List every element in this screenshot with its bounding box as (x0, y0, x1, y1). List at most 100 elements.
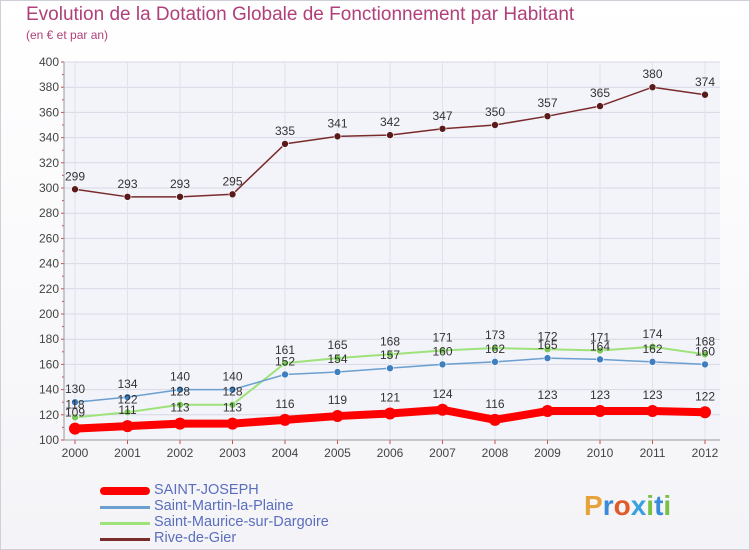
data-label-saint-martin-la-plaine: 157 (380, 348, 400, 362)
data-point-saint-maurice-sur-dargoire (123, 408, 132, 417)
data-point-rive-de-gier (491, 121, 499, 129)
logo-letter: r (602, 490, 614, 521)
data-label-saint-maurice-sur-dargoire: 174 (642, 327, 662, 341)
y-tick-label: 120 (39, 408, 59, 422)
y-tick-label: 400 (39, 55, 59, 69)
data-label-saint-maurice-sur-dargoire: 173 (485, 328, 505, 342)
data-label-rive-de-gier: 380 (642, 67, 662, 81)
legend-label-rive-de-gier: Rive-de-Gier (154, 530, 237, 546)
y-tick-label: 240 (39, 257, 59, 271)
x-tick-label: 2003 (219, 446, 246, 460)
data-point-saint-martin-la-plaine (123, 393, 132, 401)
data-point-rive-de-gier (71, 185, 79, 194)
data-label-rive-de-gier: 350 (485, 105, 505, 119)
data-label-saint-maurice-sur-dargoire: 118 (65, 397, 84, 411)
data-point-saint-maurice-sur-dargoire (701, 350, 709, 359)
logo-letter: i (646, 490, 655, 521)
data-point-saint-joseph (384, 407, 396, 420)
data-label-saint-joseph: 124 (432, 387, 452, 401)
chart-title: Evolution de la Dotation Globale de Fonc… (26, 4, 575, 25)
data-label-saint-martin-la-plaine: 140 (222, 370, 242, 384)
data-point-saint-joseph (226, 417, 239, 430)
data-label-saint-maurice-sur-dargoire: 161 (275, 343, 295, 357)
logo-letter: P (584, 490, 603, 521)
data-label-rive-de-gier: 342 (380, 115, 400, 129)
x-tick-label: 2012 (692, 446, 719, 460)
legend-swatch-saint-joseph (100, 487, 150, 495)
data-point-saint-maurice-sur-dargoire (543, 345, 552, 354)
data-point-saint-maurice-sur-dargoire (491, 344, 499, 352)
data-label-saint-joseph: 116 (275, 397, 294, 411)
data-label-saint-martin-la-plaine: 154 (327, 352, 347, 366)
data-point-rive-de-gier (648, 83, 657, 91)
legend-swatch-saint-maurice-sur-dargoire (100, 522, 150, 525)
chart-subtitle: (en € et par an) (26, 28, 109, 42)
data-point-rive-de-gier (438, 124, 447, 133)
data-point-saint-martin-la-plaine (176, 385, 184, 394)
data-label-saint-joseph: 122 (695, 389, 715, 403)
legend-swatch-rive-de-gier (100, 538, 150, 541)
data-point-saint-maurice-sur-dargoire (596, 346, 604, 355)
data-label-saint-maurice-sur-dargoire: 128 (170, 385, 190, 399)
data-point-saint-martin-la-plaine (701, 360, 709, 369)
y-tick-label: 260 (39, 231, 59, 245)
data-point-rive-de-gier (386, 131, 394, 139)
data-label-saint-martin-la-plaine: 130 (65, 382, 85, 396)
data-point-rive-de-gier (333, 132, 342, 141)
x-tick-label: 2011 (640, 446, 666, 460)
data-point-saint-maurice-sur-dargoire (438, 346, 447, 355)
legend-item-rive-de-gier: Rive-de-Gier (100, 530, 460, 547)
data-point-saint-joseph (436, 403, 449, 416)
data-label-rive-de-gier: 293 (117, 177, 137, 191)
x-tick-label: 2005 (324, 446, 351, 460)
data-point-saint-martin-la-plaine (596, 355, 604, 364)
plot-area (64, 62, 720, 440)
y-tick-label: 280 (39, 206, 59, 220)
data-point-saint-joseph (69, 422, 81, 435)
data-point-saint-maurice-sur-dargoire (333, 354, 342, 362)
data-label-saint-maurice-sur-dargoire: 171 (432, 331, 452, 345)
y-tick-label: 140 (39, 383, 59, 397)
data-label-saint-martin-la-plaine: 140 (170, 370, 190, 384)
data-label-saint-martin-la-plaine: 160 (432, 344, 452, 358)
data-point-saint-martin-la-plaine (71, 398, 79, 407)
legend-swatch-saint-martin-la-plaine (100, 506, 150, 509)
data-label-saint-joseph: 109 (65, 406, 85, 420)
data-label-rive-de-gier: 335 (275, 124, 295, 138)
y-tick-label: 200 (39, 307, 59, 321)
data-point-rive-de-gier (596, 102, 604, 110)
data-point-saint-joseph (174, 417, 186, 430)
y-tick-label: 180 (39, 332, 59, 346)
legend-label-saint-maurice-sur-dargoire: Saint-Maurice-sur-Dargoire (154, 514, 329, 530)
data-point-saint-martin-la-plaine (491, 358, 499, 366)
legend-label-saint-joseph: SAINT-JOSEPH (154, 482, 259, 498)
x-tick-label: 2007 (429, 446, 456, 460)
data-label-saint-maurice-sur-dargoire: 165 (327, 338, 347, 352)
data-point-saint-martin-la-plaine (228, 385, 237, 394)
data-point-saint-maurice-sur-dargoire (71, 413, 79, 422)
data-point-saint-martin-la-plaine (386, 364, 394, 372)
data-label-saint-maurice-sur-dargoire: 128 (222, 385, 242, 399)
data-label-saint-martin-la-plaine: 162 (485, 342, 505, 356)
data-label-saint-martin-la-plaine: 164 (590, 339, 610, 353)
y-tick-label: 220 (39, 282, 59, 296)
data-point-saint-maurice-sur-dargoire (648, 342, 657, 351)
x-tick-label: 2006 (377, 446, 404, 460)
data-point-saint-joseph (594, 405, 606, 418)
x-tick-label: 2000 (62, 446, 89, 460)
data-label-saint-joseph: 113 (170, 401, 189, 415)
y-tick-label: 160 (39, 357, 59, 371)
data-label-saint-martin-la-plaine: 152 (275, 354, 295, 368)
x-tick-label: 2010 (587, 446, 614, 460)
data-point-saint-maurice-sur-dargoire (228, 400, 237, 409)
data-label-saint-maurice-sur-dargoire: 171 (590, 331, 610, 345)
data-point-rive-de-gier (281, 140, 289, 148)
data-label-saint-martin-la-plaine: 162 (642, 342, 662, 356)
y-tick-label: 320 (39, 156, 59, 170)
legend-item-saint-maurice-sur-dargoire: Saint-Maurice-sur-Dargoire (100, 514, 460, 531)
data-label-saint-maurice-sur-dargoire: 172 (537, 329, 557, 343)
data-point-saint-maurice-sur-dargoire (176, 400, 184, 409)
data-label-rive-de-gier: 293 (170, 177, 190, 191)
data-label-rive-de-gier: 357 (537, 96, 557, 110)
data-label-saint-maurice-sur-dargoire: 168 (380, 334, 400, 348)
